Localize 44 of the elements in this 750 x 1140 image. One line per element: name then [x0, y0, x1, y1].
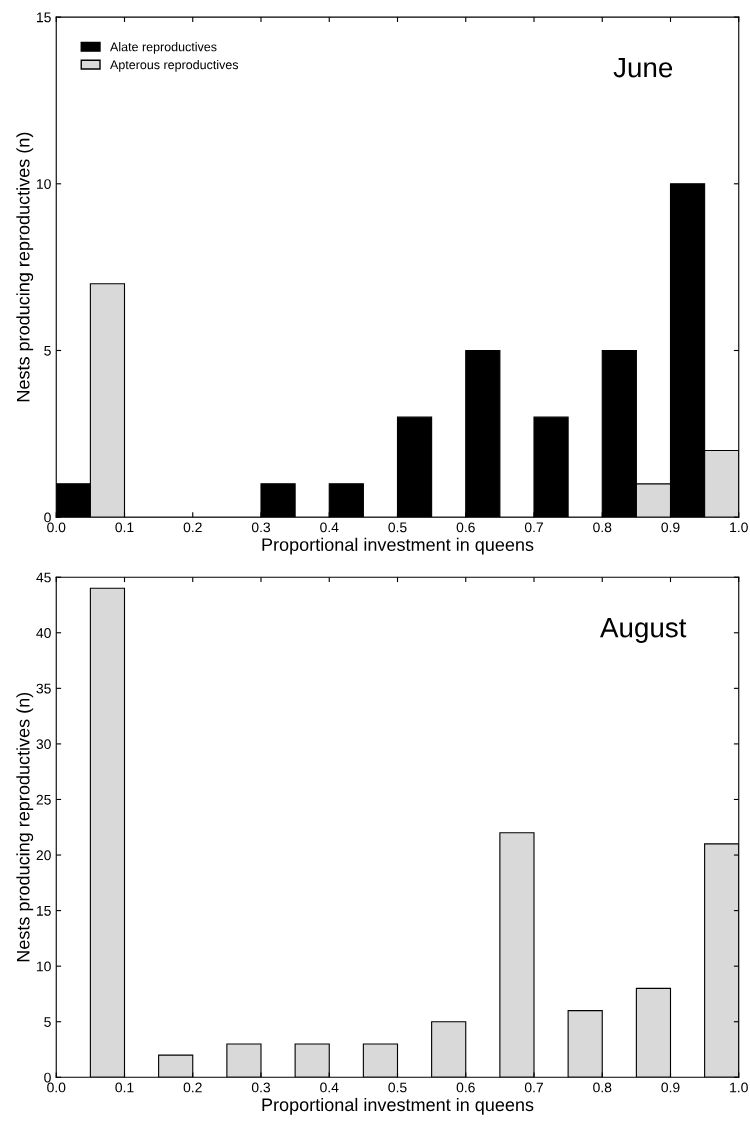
- y-axis-title: Nests producing reproductives (n): [16, 692, 34, 962]
- y-tick-label: 45: [36, 572, 51, 583]
- x-tick-label: 1.0: [730, 1082, 748, 1093]
- x-tick-label: 0.0: [47, 1082, 66, 1093]
- x-tick-label: 0.6: [456, 522, 475, 533]
- x-tick-label: 0.4: [320, 522, 339, 533]
- x-tick-label: 0.5: [388, 1082, 407, 1093]
- x-tick-label: 0.8: [593, 522, 612, 533]
- text: August: [600, 618, 687, 643]
- y-tick-label: 10: [37, 961, 51, 972]
- x-tick-label: 0.5: [388, 522, 407, 533]
- y-tick-label: 10: [37, 179, 51, 189]
- x-tick-label: 0.7: [524, 1082, 543, 1093]
- y-tick-label: 25: [36, 794, 51, 805]
- x-tick-label: 0.3: [251, 1082, 271, 1093]
- y-tick-label: 0: [44, 1072, 51, 1083]
- text: June: [613, 58, 673, 78]
- x-tick-label: 0.9: [661, 522, 680, 533]
- x-axis-title: Proportional investment in queens: [262, 537, 534, 555]
- x-tick-label: 0.6: [456, 1082, 475, 1093]
- y-tick-label: 5: [44, 345, 51, 356]
- y-axis-title: Nests producing reproductives (n): [16, 132, 34, 402]
- y-tick-label: 40: [36, 628, 51, 638]
- y-tick-label: 30: [36, 739, 51, 750]
- y-tick-label: 15: [37, 12, 51, 23]
- y-tick-label: 35: [36, 683, 51, 694]
- x-axis-title: Proportional investment in queens: [262, 1097, 534, 1115]
- legend-label: Apterous reproductives: [110, 60, 239, 72]
- x-tick-label: 0.3: [251, 522, 271, 533]
- x-tick-label: 0.1: [115, 522, 134, 533]
- x-tick-label: 0.2: [183, 1082, 202, 1093]
- x-tick-label: 0.4: [320, 1082, 339, 1093]
- x-tick-label: 0.2: [183, 522, 202, 533]
- y-tick-label: 15: [37, 906, 51, 916]
- x-tick-label: 1.0: [730, 522, 748, 533]
- x-tick-label: 0.8: [593, 1082, 612, 1093]
- x-tick-label: 0.1: [115, 1082, 134, 1093]
- x-tick-label: 0.0: [47, 522, 66, 533]
- x-tick-label: 0.9: [661, 1082, 680, 1093]
- x-tick-label: 0.7: [524, 522, 543, 533]
- legend-label: Alate reproductives: [110, 42, 217, 54]
- y-tick-label: 0: [44, 512, 51, 523]
- y-tick-label: 5: [44, 1017, 51, 1027]
- y-tick-label: 20: [36, 850, 51, 861]
